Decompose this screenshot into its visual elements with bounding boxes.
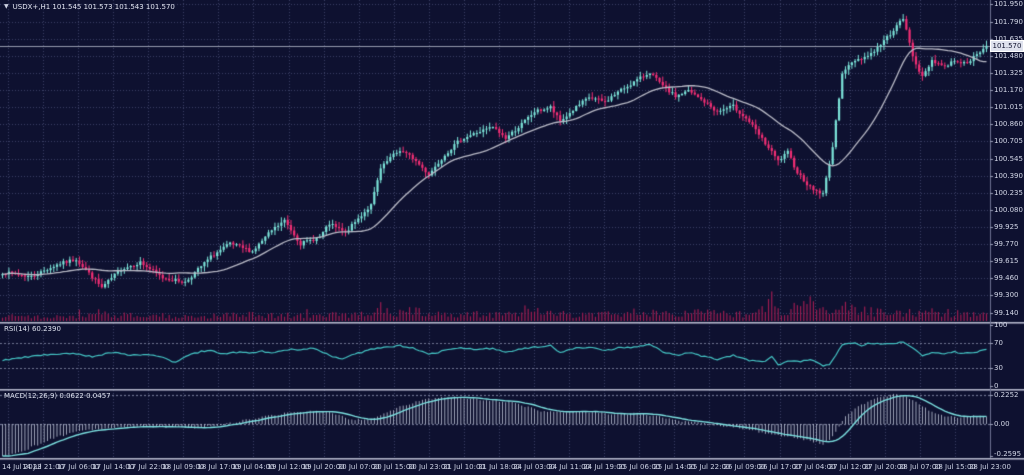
price-axis-label: 100.080 (994, 205, 1023, 214)
time-axis-label: 19 Jul 20:00 (302, 463, 345, 471)
time-axis-label: 24 Jul 11:00 (548, 463, 591, 471)
rsi-indicator-panel[interactable] (0, 323, 990, 389)
time-axis-label: 19 Jul 12:00 (267, 463, 310, 471)
macd-axis-label: -0.2595 (994, 450, 1022, 458)
macd-indicator-panel[interactable] (0, 390, 990, 458)
symbol-ohlc-text: USDX+,H1 101.545 101.573 101.543 101.570 (12, 3, 175, 11)
main-chart-panel[interactable] (0, 0, 990, 322)
current-price-tag: 101.570 (990, 39, 1024, 52)
macd-axis-label: 0.00 (994, 420, 1010, 428)
price-axis-label: 101.790 (994, 17, 1023, 26)
time-axis-label: 20 Jul 15:00 (372, 463, 415, 471)
macd-axis-label: 0.2252 (994, 390, 1019, 399)
price-axis-label: 99.770 (994, 239, 1019, 248)
price-axis-label: 100.860 (994, 119, 1023, 128)
time-axis-label: 24 Jul 19:00 (583, 463, 626, 471)
price-axis-label: 100.390 (994, 171, 1023, 180)
rsi-axis-label: 100 (994, 321, 1008, 329)
time-axis-label: 28 Jul 07:00 (898, 463, 941, 471)
time-axis-label: 20 Jul 07:00 (337, 463, 380, 471)
time-axis-label: 17 Jul 14:00 (92, 463, 135, 471)
time-axis-label: 14 Jul 2023 (2, 463, 42, 471)
time-axis-label: 27 Jul 12:00 (828, 463, 871, 471)
time-axis-label: 17 Jul 22:00 (127, 463, 170, 471)
ohlc-collapse-icon[interactable]: ▼ (4, 3, 9, 10)
price-axis[interactable]: 101.950 101.790 101.635 101.480 101.325 101.1… (990, 0, 1024, 459)
time-axis-label: 14 Jul 21:00 (22, 463, 65, 471)
macd-label: MACD(12,26,9) 0.0622 0.0457 (4, 392, 111, 400)
rsi-label: RSI(14) 60.2390 (4, 325, 61, 333)
time-axis-label: 21 Jul 10:00 (442, 463, 485, 471)
price-axis-label: 99.925 (994, 222, 1019, 231)
time-axis-label: 25 Jul 06:00 (618, 463, 661, 471)
rsi-axis-label: 70 (994, 339, 1003, 348)
time-axis-label: 17 Jul 06:00 (57, 463, 100, 471)
price-axis-label: 101.950 (994, 0, 1023, 8)
time-axis-label: 18 Jul 17:00 (197, 463, 240, 471)
time-axis-label: 25 Jul 22:00 (688, 463, 731, 471)
time-axis-label: 28 Jul 23:00 (968, 463, 1011, 471)
time-axis-label: 18 Jul 09:00 (162, 463, 205, 471)
price-axis-label: 99.460 (994, 273, 1019, 282)
time-axis[interactable]: 14 Jul 2023 14 Jul 21:00 17 Jul 06:00 17 Ju… (0, 459, 1024, 475)
price-axis-label: 101.170 (994, 85, 1023, 94)
price-axis-label: 100.705 (994, 136, 1023, 145)
price-axis-label: 100.545 (994, 154, 1023, 163)
price-axis-label: 101.325 (994, 68, 1023, 77)
time-axis-label: 26 Jul 09:00 (723, 463, 766, 471)
time-axis-label: 25 Jul 14:00 (653, 463, 696, 471)
price-axis-label: 99.140 (994, 309, 1019, 317)
time-axis-label: 26 Jul 17:00 (758, 463, 801, 471)
price-axis-label: 101.015 (994, 102, 1023, 111)
price-axis-label: 99.615 (994, 256, 1019, 265)
price-axis-label: 101.635 (994, 34, 1023, 43)
time-axis-label: 19 Jul 04:00 (232, 463, 275, 471)
time-axis-label: 24 Jul 03:00 (513, 463, 556, 471)
time-axis-label: 20 Jul 23:00 (407, 463, 450, 471)
time-axis-label: 21 Jul 18:00 (477, 463, 520, 471)
price-axis-label: 101.480 (994, 51, 1023, 60)
time-axis-label: 27 Jul 04:00 (793, 463, 836, 471)
rsi-axis-label: 30 (994, 363, 1003, 372)
price-axis-label: 100.235 (994, 188, 1023, 197)
price-axis-label: 99.300 (994, 291, 1019, 300)
rsi-axis-label: 0 (994, 382, 999, 390)
time-axis-label: 27 Jul 20:00 (863, 463, 906, 471)
time-axis-label: 28 Jul 15:00 (933, 463, 976, 471)
chart-title-bar: ▼ USDX+,H1 101.545 101.573 101.543 101.5… (4, 3, 175, 11)
